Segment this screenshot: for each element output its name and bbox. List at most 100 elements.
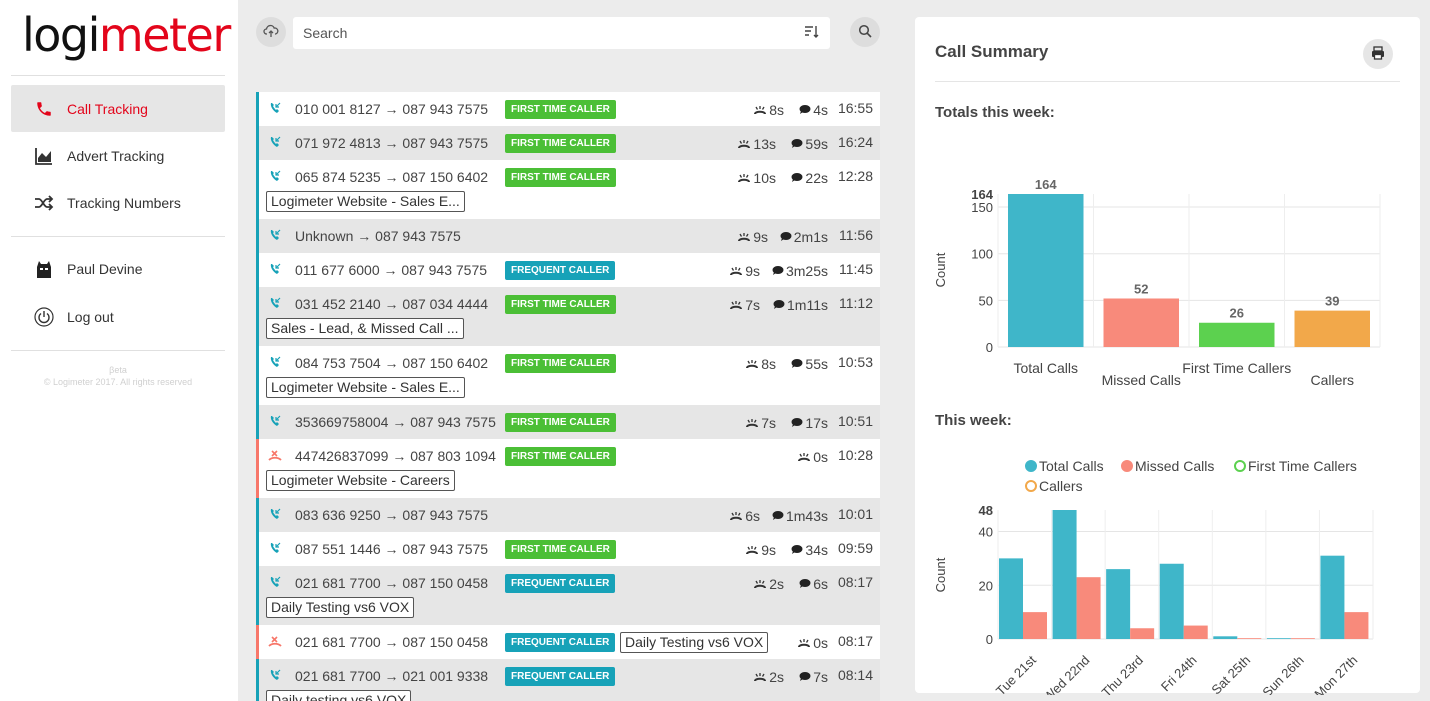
y-tick-label: 150 <box>971 200 993 215</box>
logo[interactable]: logimeter <box>22 8 231 62</box>
call-row[interactable]: 031 452 2140 → 087 034 4444 FIRST TIME CA… <box>256 287 880 346</box>
legend-label: Total Calls <box>1039 458 1104 474</box>
caller-badge: FREQUENT CALLER <box>505 261 616 280</box>
sidebar: logimeter Call Tracking Advert Tracking … <box>0 0 238 701</box>
call-row[interactable]: 447426837099 → 087 803 1094 FIRST TIME CA… <box>256 439 880 498</box>
bar <box>1213 636 1238 639</box>
sidebar-item-advert-tracking[interactable]: Advert Tracking <box>11 132 225 179</box>
logout-button[interactable]: Log out <box>11 293 225 340</box>
ringing-icon <box>745 356 761 372</box>
x-tick-label: Sun 26th <box>1259 653 1306 695</box>
ring-time: 0s <box>813 449 828 465</box>
ringing-icon <box>737 170 753 186</box>
legend-swatch <box>1121 460 1133 472</box>
bar <box>1290 638 1315 639</box>
caller-badge: FREQUENT CALLER <box>505 574 616 593</box>
arrow-icon: → <box>380 575 403 591</box>
ring-duration: 8s <box>753 102 784 118</box>
panel-title: Call Summary <box>935 42 1049 61</box>
incoming-call-icon <box>268 414 282 428</box>
x-tick-label: Mon 27th <box>1311 653 1360 695</box>
campaign-tag[interactable]: Logimeter Website - Careers <box>266 470 455 491</box>
call-row[interactable]: 071 972 4813 → 087 943 7575 FIRST TIME CA… <box>256 126 880 160</box>
ring-time: 9s <box>761 542 776 558</box>
speech-bubble-icon <box>791 170 805 186</box>
tracking-number: 087 150 0458 <box>402 634 489 650</box>
tracking-number: 087 943 7575 <box>402 507 489 523</box>
incoming-call-icon <box>268 668 282 682</box>
caller-number: 353669758004 <box>295 414 389 430</box>
ring-time: 0s <box>813 635 828 651</box>
caller-number: 021 681 7700 <box>295 668 381 684</box>
refresh-button[interactable] <box>256 17 286 47</box>
talk-time: 1m11s <box>787 297 828 313</box>
x-tick-label: Tue 21st <box>993 652 1039 695</box>
caller-badge: FIRST TIME CALLER <box>505 354 616 373</box>
call-row[interactable]: 353669758004 → 087 943 7575 FIRST TIME CA… <box>256 405 880 439</box>
caller-number: 021 681 7700 <box>295 634 381 650</box>
campaign-tag[interactable]: Daily testing vs6 VOX <box>266 690 412 701</box>
ringing-icon <box>753 576 769 592</box>
user-profile[interactable]: Paul Devine <box>11 245 225 292</box>
call-time: 10:01 <box>837 506 873 522</box>
tracking-number: 087 943 7575 <box>402 101 489 117</box>
call-row[interactable]: 011 677 6000 → 087 943 7575 FREQUENT CALL… <box>256 253 880 287</box>
call-numbers: 083 636 9250 → 087 943 7575 <box>295 507 488 523</box>
tracking-number: 087 943 7575 <box>402 541 489 557</box>
missed-call-icon <box>268 634 282 648</box>
call-row[interactable]: 010 001 8127 → 087 943 7575 FIRST TIME CA… <box>256 92 880 126</box>
sidebar-item-call-tracking[interactable]: Call Tracking <box>11 85 225 132</box>
call-row[interactable]: 021 681 7700 → 021 001 9338 FREQUENT CALL… <box>256 659 880 701</box>
bar <box>1294 310 1370 347</box>
ring-duration: 9s <box>745 542 776 558</box>
ringing-icon <box>729 297 745 313</box>
speech-bubble-icon <box>799 669 813 685</box>
campaign-tag[interactable]: Logimeter Website - Sales E... <box>266 191 465 212</box>
legend-swatch <box>1234 460 1246 472</box>
ring-duration: 9s <box>737 229 768 245</box>
x-tick-label: Wed 22nd <box>1040 653 1092 695</box>
arrow-icon: → <box>380 541 403 557</box>
print-button[interactable] <box>1363 39 1393 69</box>
sidebar-item-tracking-numbers[interactable]: Tracking Numbers <box>11 179 225 226</box>
call-row[interactable]: 065 874 5235 → 087 150 6402 FIRST TIME CA… <box>256 160 880 219</box>
call-row[interactable]: 021 681 7700 → 087 150 0458 FREQUENT CALL… <box>256 625 880 659</box>
call-numbers: 071 972 4813 → 087 943 7575 <box>295 135 488 151</box>
call-row[interactable]: 084 753 7504 → 087 150 6402 FIRST TIME CA… <box>256 346 880 405</box>
ring-time: 6s <box>745 508 760 524</box>
call-time: 11:12 <box>839 295 873 311</box>
speech-bubble-icon <box>772 508 786 524</box>
campaign-tag[interactable]: Daily Testing vs6 VOX <box>620 632 769 653</box>
talk-time: 17s <box>805 415 828 431</box>
search-button[interactable] <box>850 17 880 47</box>
data-label: 164 <box>1035 177 1057 192</box>
incoming-call-icon <box>268 169 282 183</box>
call-row[interactable]: 087 551 1446 → 087 943 7575 FIRST TIME CA… <box>256 532 880 566</box>
call-numbers: 010 001 8127 → 087 943 7575 <box>295 101 488 117</box>
campaign-tag[interactable]: Sales - Lead, & Missed Call ... <box>266 318 464 339</box>
call-numbers: 084 753 7504 → 087 150 6402 <box>295 355 488 371</box>
caller-number: 084 753 7504 <box>295 355 381 371</box>
call-numbers: 021 681 7700 → 087 150 0458 <box>295 575 488 591</box>
caller-badge: FREQUENT CALLER <box>505 667 616 686</box>
call-numbers: Unknown → 087 943 7575 <box>295 228 461 244</box>
caller-number: 087 551 1446 <box>295 541 381 557</box>
ring-time: 2s <box>769 669 784 685</box>
y-tick-label: 48 <box>979 503 993 518</box>
campaign-tag[interactable]: Daily Testing vs6 VOX <box>266 597 415 618</box>
caller-number: 031 452 2140 <box>295 296 381 312</box>
talk-time: 6s <box>813 576 828 592</box>
data-label: 52 <box>1134 281 1148 296</box>
campaign-tag[interactable]: Logimeter Website - Sales E... <box>266 377 465 398</box>
search-input[interactable] <box>303 25 804 41</box>
ringing-icon <box>745 415 761 431</box>
call-row[interactable]: 021 681 7700 → 087 150 0458 FREQUENT CALL… <box>256 566 880 625</box>
call-row[interactable]: Unknown → 087 943 7575 9s 2m1s 11:56 <box>256 219 880 253</box>
sort-icon[interactable] <box>804 25 820 42</box>
call-row[interactable]: 083 636 9250 → 087 943 7575 6s 1m43s 10:01 <box>256 498 880 532</box>
arrow-icon: → <box>353 228 376 244</box>
call-time: 10:28 <box>837 447 873 463</box>
legend-label: First Time Callers <box>1248 458 1357 474</box>
call-time: 08:17 <box>837 574 873 590</box>
